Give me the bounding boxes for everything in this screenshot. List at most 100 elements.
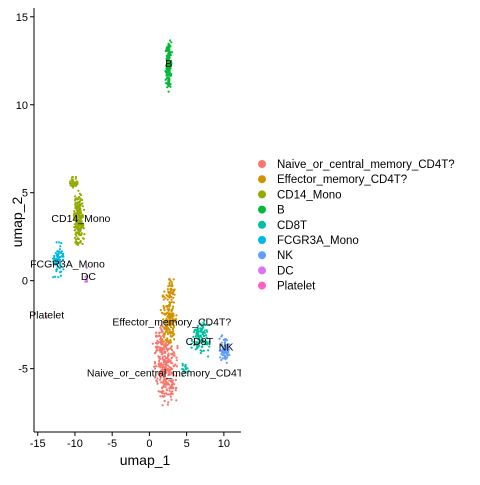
data-point bbox=[168, 296, 171, 299]
data-point bbox=[168, 303, 171, 306]
x-tick-label: 0 bbox=[146, 438, 152, 450]
data-point bbox=[77, 238, 80, 241]
data-point bbox=[173, 364, 176, 367]
data-point bbox=[162, 304, 165, 308]
data-point bbox=[165, 317, 168, 320]
data-point bbox=[154, 345, 157, 348]
data-point bbox=[167, 309, 170, 312]
data-point bbox=[79, 212, 82, 215]
data-point bbox=[159, 335, 162, 338]
data-point bbox=[226, 354, 229, 357]
data-point bbox=[225, 343, 228, 347]
data-point bbox=[201, 345, 204, 348]
cluster-labels-layer: Naive_or_central_memory_CD4T? Effector_me… bbox=[29, 58, 241, 380]
data-point bbox=[79, 197, 82, 200]
data-point bbox=[75, 235, 78, 238]
data-point bbox=[72, 179, 75, 182]
data-point bbox=[165, 363, 168, 366]
data-point bbox=[71, 184, 75, 188]
data-point bbox=[164, 378, 167, 381]
data-point bbox=[162, 384, 165, 387]
data-point bbox=[221, 357, 224, 360]
data-point bbox=[61, 252, 65, 255]
data-point bbox=[166, 320, 169, 323]
data-point bbox=[164, 70, 168, 74]
data-point bbox=[157, 371, 160, 374]
data-point bbox=[186, 367, 189, 370]
data-point bbox=[182, 370, 186, 373]
data-point bbox=[175, 399, 178, 402]
x-tick-label: -5 bbox=[107, 438, 117, 450]
data-point bbox=[173, 319, 176, 322]
data-point bbox=[166, 331, 169, 334]
data-point bbox=[74, 217, 77, 220]
data-point bbox=[163, 332, 166, 335]
data-point bbox=[204, 323, 207, 326]
data-point bbox=[169, 359, 172, 362]
data-point bbox=[161, 295, 164, 298]
data-point bbox=[175, 356, 178, 359]
data-point bbox=[194, 342, 198, 345]
data-point bbox=[159, 372, 162, 375]
data-point bbox=[154, 351, 157, 354]
data-point bbox=[76, 228, 79, 231]
data-point bbox=[75, 238, 78, 241]
data-point bbox=[156, 349, 159, 352]
data-point bbox=[80, 217, 83, 220]
cluster-label: CD14_Mono bbox=[51, 213, 110, 225]
data-point bbox=[167, 312, 170, 315]
data-point bbox=[60, 255, 63, 258]
data-point bbox=[153, 365, 156, 368]
series-platelet bbox=[45, 314, 48, 319]
legend-key bbox=[258, 251, 266, 260]
data-point bbox=[159, 324, 163, 327]
data-point bbox=[169, 53, 172, 57]
data-point bbox=[59, 264, 62, 267]
data-point bbox=[225, 361, 228, 364]
data-point bbox=[187, 369, 190, 372]
data-point bbox=[60, 242, 63, 245]
data-point bbox=[170, 309, 173, 312]
data-point bbox=[167, 372, 171, 375]
data-point bbox=[167, 314, 170, 317]
data-point bbox=[196, 347, 199, 350]
data-point bbox=[164, 297, 167, 300]
axes-layer bbox=[33, 8, 241, 433]
data-point bbox=[200, 331, 203, 334]
x-tick-label: 5 bbox=[184, 438, 190, 450]
data-point bbox=[167, 76, 170, 79]
data-point bbox=[52, 276, 55, 279]
data-point bbox=[168, 294, 171, 297]
data-point bbox=[165, 46, 168, 49]
data-point bbox=[172, 334, 175, 337]
data-point bbox=[171, 390, 174, 393]
data-point bbox=[75, 209, 78, 212]
data-point bbox=[172, 374, 175, 377]
data-point bbox=[75, 212, 78, 215]
data-point bbox=[176, 347, 179, 350]
data-point bbox=[207, 323, 211, 326]
data-point bbox=[77, 189, 80, 192]
data-point bbox=[81, 242, 84, 246]
data-point bbox=[166, 349, 169, 352]
data-point bbox=[223, 355, 226, 358]
data-point bbox=[223, 349, 226, 352]
data-point bbox=[159, 341, 162, 344]
legend-key bbox=[258, 205, 266, 214]
data-point bbox=[164, 321, 167, 324]
data-point bbox=[80, 203, 83, 206]
data-point bbox=[174, 379, 177, 382]
cluster-label: NK bbox=[219, 341, 234, 353]
data-point bbox=[199, 349, 202, 352]
data-point bbox=[168, 328, 171, 331]
data-point bbox=[164, 78, 167, 81]
data-point bbox=[171, 285, 174, 288]
data-point bbox=[201, 340, 204, 343]
data-point bbox=[159, 309, 162, 312]
data-point bbox=[75, 225, 78, 228]
data-point bbox=[153, 362, 157, 365]
legend-key bbox=[258, 236, 266, 244]
data-point bbox=[166, 337, 169, 340]
data-point bbox=[221, 334, 224, 337]
data-point bbox=[219, 356, 222, 359]
